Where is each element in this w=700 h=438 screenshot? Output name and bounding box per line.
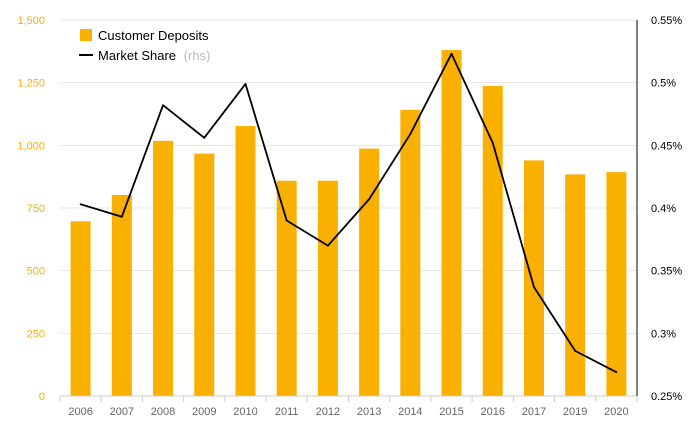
bar-customer-deposits-2017: [523, 160, 544, 396]
right-tick-label: 0.55%: [651, 15, 682, 27]
legend-label-market-share-rhs: (rhs): [184, 48, 211, 63]
bar-customer-deposits-2019: [565, 174, 586, 396]
point-market-share-2009: [203, 136, 206, 139]
bar-customer-deposits-2009: [194, 153, 215, 396]
point-market-share-2015: [450, 52, 453, 55]
x-tick-label: 2011: [275, 406, 299, 418]
legend: Customer Deposits Market Share (rhs): [79, 28, 210, 63]
point-market-share-2006: [79, 203, 82, 206]
point-market-share-2020: [615, 371, 618, 374]
right-tick-label: 0.35%: [651, 266, 682, 278]
x-tick-label: 2007: [110, 406, 134, 418]
bar-customer-deposits-2006: [70, 221, 91, 396]
point-market-share-2014: [409, 133, 412, 135]
left-tick-label: 1,500: [17, 15, 45, 27]
right-tick-label: 0.25%: [651, 391, 682, 403]
bar-customer-deposits-2014: [400, 109, 421, 396]
point-market-share-2016: [491, 141, 494, 144]
left-tick-label: 750: [27, 203, 45, 215]
bar-customer-deposits-2011: [276, 180, 297, 396]
x-tick-label: 2015: [439, 406, 463, 418]
bar-customer-deposits-2008: [153, 140, 174, 396]
x-tick-label: 2010: [233, 406, 257, 418]
x-tick-label: 2013: [357, 406, 381, 418]
point-market-share-2017: [533, 286, 535, 288]
x-tick-label: 2012: [316, 406, 340, 418]
bar-layer: [70, 50, 627, 397]
x-tick-label: 2016: [481, 406, 505, 418]
axis-layer: 0 250 500 750 1,000 1,250 1,500 0.25% 0.3% 0.35% 0…: [17, 15, 682, 418]
line-market-share: [80, 52, 617, 373]
legend-label-customer-deposits: Customer Deposits: [98, 28, 209, 43]
left-tick-label: 0: [39, 391, 45, 403]
x-tick-label: 2020: [604, 406, 628, 418]
legend-swatch-customer-deposits: [80, 29, 92, 41]
point-market-share-2012: [326, 244, 329, 247]
left-tick-label: 1,250: [17, 78, 45, 90]
bar-customer-deposits-2012: [317, 180, 338, 396]
point-market-share-2007: [120, 215, 123, 218]
right-tick-label: 0.5%: [651, 78, 676, 90]
left-tick-label: 500: [27, 266, 45, 278]
left-tick-label: 250: [27, 328, 45, 340]
left-tick-label: 1,000: [17, 140, 45, 152]
x-tick-label: 2014: [398, 406, 422, 418]
bar-customer-deposits-2010: [235, 126, 256, 397]
x-tick-label: 2006: [68, 406, 92, 418]
x-tick-label: 2008: [151, 406, 175, 418]
x-tick-label: 2019: [563, 406, 587, 418]
point-market-share-2011: [285, 219, 288, 222]
bar-customer-deposits-2020: [606, 172, 627, 396]
legend-label-market-share: Market Share (rhs): [98, 48, 210, 63]
right-tick-label: 0.3%: [651, 328, 676, 340]
line-layer: [79, 52, 618, 374]
point-market-share-2010: [244, 83, 247, 85]
x-tick-label: 2017: [522, 406, 546, 418]
bar-customer-deposits-2016: [482, 85, 503, 397]
bar-customer-deposits-2007: [111, 194, 132, 396]
bar-customer-deposits-2013: [359, 148, 380, 396]
x-tick-label: 2009: [192, 406, 216, 418]
point-market-share-2019: [574, 349, 577, 352]
point-market-share-2013: [368, 198, 371, 201]
legend-label-market-share-name: Market Share: [98, 48, 176, 63]
right-tick-label: 0.4%: [651, 203, 676, 215]
bar-customer-deposits-2015: [441, 50, 462, 397]
right-tick-label: 0.45%: [651, 140, 682, 152]
point-market-share-2008: [162, 104, 164, 107]
grid-layer: [60, 19, 637, 334]
